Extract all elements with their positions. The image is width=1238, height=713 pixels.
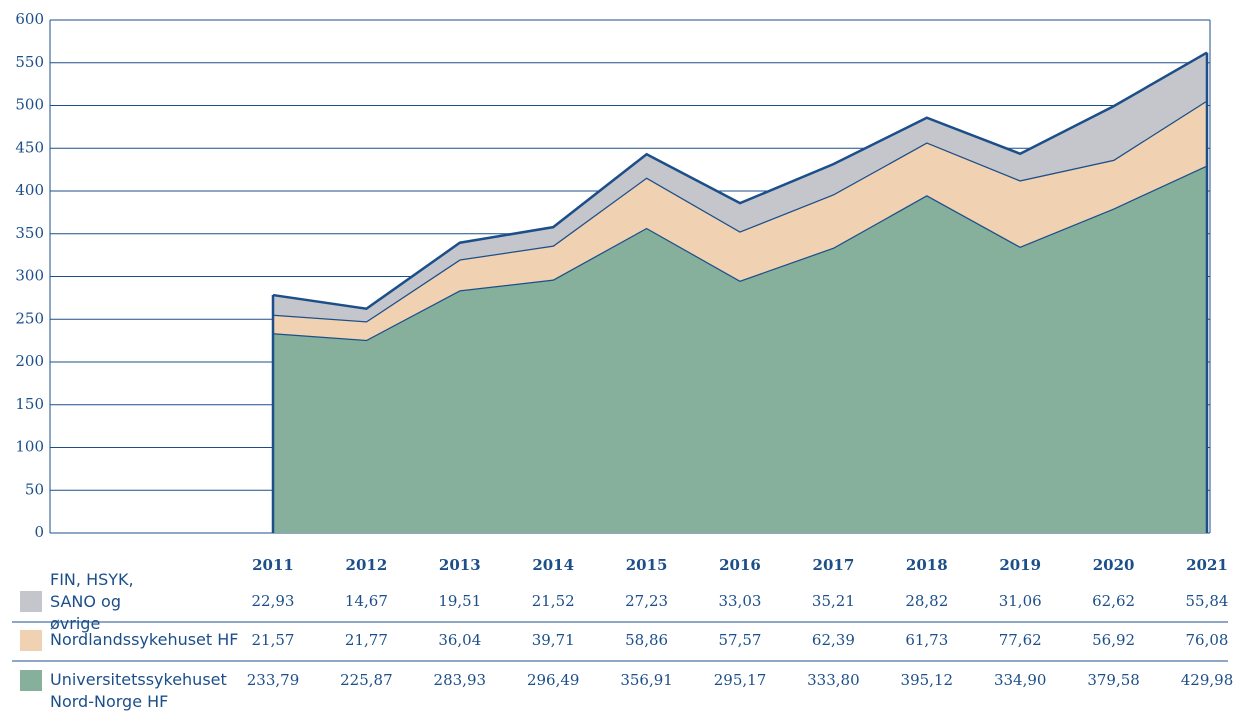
value-label: 61,73 [905,631,948,649]
legend-label: FIN, HSYK, SANO og øvrige [50,570,134,633]
value-label: 296,49 [527,671,580,689]
value-label: 31,06 [999,592,1042,610]
y-tick-label: 450 [15,138,44,156]
y-tick-label: 300 [15,267,44,285]
y-tick-label: 50 [25,480,44,498]
value-label: 36,04 [438,631,481,649]
value-label: 295,17 [714,671,767,689]
x-tick-label: 2017 [813,556,855,574]
legend-swatch [20,670,42,691]
value-label: 379,58 [1087,671,1140,689]
value-label: 334,90 [994,671,1047,689]
x-tick-label: 2011 [252,556,294,574]
y-tick-label: 150 [15,395,44,413]
y-tick-label: 600 [15,10,44,28]
legend-swatch [20,591,42,612]
y-tick-label: 0 [34,523,44,541]
value-label: 19,51 [438,592,481,610]
x-tick-label: 2014 [532,556,574,574]
y-tick-label: 550 [15,53,44,71]
value-label: 57,57 [719,631,762,649]
value-label: 21,77 [345,631,388,649]
value-label: 55,84 [1186,592,1229,610]
value-label: 76,08 [1186,631,1229,649]
value-label: 225,87 [340,671,393,689]
value-label: 333,80 [807,671,860,689]
value-label: 62,62 [1092,592,1135,610]
value-label: 395,12 [901,671,954,689]
value-label: 27,23 [625,592,668,610]
area [273,100,1207,340]
value-label: 56,92 [1092,631,1135,649]
y-tick-label: 350 [15,224,44,242]
y-tick-label: 200 [15,352,44,370]
y-tick-label: 250 [15,309,44,327]
value-label: 356,91 [620,671,673,689]
x-tick-label: 2012 [346,556,388,574]
value-label: 28,82 [905,592,948,610]
value-label: 22,93 [252,592,295,610]
value-label: 62,39 [812,631,855,649]
value-label: 21,57 [252,631,295,649]
area [273,165,1207,533]
value-label: 233,79 [247,671,300,689]
x-tick-label: 2019 [999,556,1041,574]
value-label: 33,03 [719,592,762,610]
value-label: 35,21 [812,592,855,610]
x-tick-label: 2016 [719,556,761,574]
value-label: 58,86 [625,631,668,649]
x-tick-label: 2015 [626,556,668,574]
legend-label: Universitetssykehuset Nord-Norge HF [50,670,227,711]
value-label: 77,62 [999,631,1042,649]
legend-label: Nordlandssykehuset HF [50,630,239,649]
y-tick-label: 400 [15,181,44,199]
area-edge [272,51,1208,311]
value-label: 21,52 [532,592,575,610]
x-tick-label: 2021 [1186,556,1228,574]
x-tick-label: 2013 [439,556,481,574]
legend-swatch [20,630,42,651]
value-label: 429,98 [1181,671,1234,689]
value-label: 39,71 [532,631,575,649]
y-tick-label: 100 [15,438,44,456]
value-label: 283,93 [434,671,487,689]
value-label: 14,67 [345,592,388,610]
x-tick-label: 2020 [1093,556,1135,574]
x-tick-label: 2018 [906,556,948,574]
y-tick-label: 500 [15,96,44,114]
